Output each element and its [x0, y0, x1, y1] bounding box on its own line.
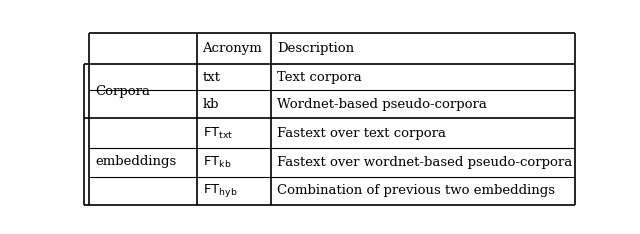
Text: Wordnet-based pseudo-corpora: Wordnet-based pseudo-corpora: [277, 98, 487, 111]
Text: Combination of previous two embeddings: Combination of previous two embeddings: [277, 184, 555, 197]
Text: embeddings: embeddings: [95, 155, 176, 168]
Text: txt: txt: [202, 71, 221, 84]
Text: Fastext over wordnet-based pseudo-corpora: Fastext over wordnet-based pseudo-corpor…: [277, 156, 572, 169]
Text: $\mathrm{FT}_{\mathrm{hyb}}$: $\mathrm{FT}_{\mathrm{hyb}}$: [202, 182, 237, 199]
Text: kb: kb: [202, 98, 219, 111]
Text: Acronym: Acronym: [202, 42, 262, 55]
Text: Text corpora: Text corpora: [277, 71, 362, 84]
Text: $\mathrm{FT}_{\mathrm{kb}}$: $\mathrm{FT}_{\mathrm{kb}}$: [202, 155, 231, 170]
Text: Fastext over text corpora: Fastext over text corpora: [277, 127, 446, 139]
Text: Corpora: Corpora: [95, 85, 150, 98]
Text: $\mathrm{FT}_{\mathrm{txt}}$: $\mathrm{FT}_{\mathrm{txt}}$: [202, 125, 233, 141]
Text: Description: Description: [277, 42, 354, 55]
